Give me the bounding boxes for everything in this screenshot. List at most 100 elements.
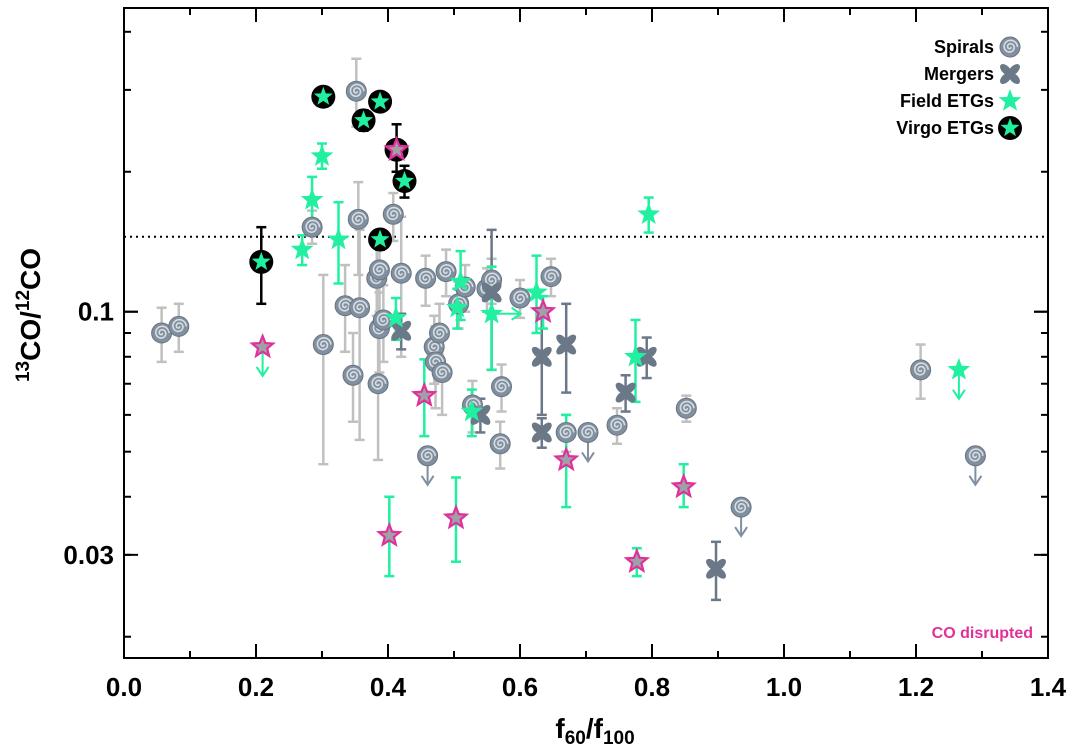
spiral-point: [312, 334, 334, 356]
legend-label: Mergers: [924, 64, 994, 84]
spiral-point: [730, 496, 752, 518]
spiral-point-error-bar: [318, 273, 329, 466]
spiral-arm: [316, 336, 332, 351]
spiral-arm: [913, 362, 930, 376]
spiral-arm: [559, 424, 575, 439]
spiral-point: [301, 216, 323, 238]
spiral-arm: [154, 325, 171, 339]
spiral-arm: [439, 264, 455, 278]
spiral-point: [577, 421, 599, 443]
virgo-etg-point: [311, 84, 336, 109]
limit-arrow-head: [734, 526, 748, 538]
co-disrupted-point: [670, 472, 697, 499]
virgo-etg-point: [249, 249, 274, 274]
limit-arrow-head: [968, 475, 983, 487]
virgo-star: [313, 86, 333, 105]
virgo-star: [394, 171, 415, 190]
merger-point: [531, 346, 552, 367]
spiral-arm: [513, 290, 529, 304]
series-spirals: [151, 80, 986, 518]
legend-label: Field ETGs: [900, 91, 994, 111]
spiral-arm: [386, 206, 402, 221]
spiral-arm: [346, 367, 362, 382]
spiral-point: [428, 322, 450, 344]
spiral-point: [555, 421, 577, 443]
field-etg-point: [300, 187, 324, 210]
legend-label: Virgo ETGs: [896, 118, 994, 138]
spiral-point: [168, 315, 190, 337]
spiral-arm: [349, 83, 365, 98]
merger-core: [477, 412, 483, 418]
limit-arrow-head: [511, 306, 523, 321]
spiral-arm: [435, 364, 451, 379]
spiral-arm: [338, 298, 354, 312]
merger-point: [706, 558, 726, 579]
merger-core: [644, 354, 650, 360]
legend-label: Spirals: [934, 37, 994, 57]
error-bars-layer: [156, 57, 983, 602]
spiral-point: [491, 376, 513, 398]
spiral-arm: [484, 272, 501, 286]
spiral-point: [489, 433, 511, 455]
co-disrupted-annotation: CO disrupted: [932, 625, 1033, 642]
co-disrupted-point: [552, 445, 580, 472]
spiral-arm: [679, 400, 695, 415]
limit-arrow-head: [420, 475, 435, 487]
spiral-point-error-bar: [354, 228, 365, 442]
merger-core: [539, 354, 545, 360]
spiral-point: [367, 373, 389, 395]
markers-layer: [151, 80, 986, 579]
spiral-point: [390, 262, 412, 284]
co-disrupted-point: [383, 135, 410, 162]
spiral-point: [415, 267, 437, 289]
spiral-point: [417, 445, 439, 467]
series-field-etgs: [251, 144, 971, 422]
spiral-arm: [494, 379, 510, 393]
field-etg-point: [480, 301, 504, 324]
virgo-star: [370, 229, 390, 248]
limit-arrow-head: [581, 451, 595, 464]
legend: Spirals Mergers Field ETGs Virgo ETGs: [896, 36, 1022, 140]
spiral-point: [342, 364, 364, 386]
spiral-arm: [432, 325, 448, 339]
spiral-arm: [581, 424, 597, 439]
co-disrupted-point: [442, 504, 470, 530]
spiral-point: [431, 362, 453, 384]
spiral-point: [910, 359, 932, 381]
spiral-point: [540, 266, 562, 288]
co-disrupted-point: [411, 381, 438, 407]
co-disrupted-point: [376, 521, 403, 547]
virgo-etg-point: [392, 169, 417, 194]
spiral-arm: [418, 270, 435, 285]
x-tick-label: 0.2: [238, 672, 274, 702]
spiral-point: [509, 287, 531, 309]
limit-arrow-head: [952, 389, 966, 401]
x-tick-label: 1.0: [766, 672, 802, 702]
spiral-arm: [371, 376, 387, 390]
x-tick-label: 0.8: [634, 672, 670, 702]
spiral-arm: [305, 219, 321, 233]
virgo-star: [251, 251, 271, 270]
spiral-arm: [427, 339, 443, 353]
spiral-point: [345, 80, 367, 102]
virgo-etg-point: [368, 227, 393, 252]
y-tick-label: 0.03: [63, 540, 114, 570]
spiral-point: [349, 297, 371, 319]
virgo-etg-point: [368, 89, 393, 114]
spiral-point-error-bar: [373, 327, 384, 462]
plot-frame-layer: [123, 7, 1049, 659]
spiral-arm: [493, 436, 509, 450]
merger-core: [539, 429, 545, 435]
field-etg-point: [384, 305, 408, 328]
virgo-star-icon: [998, 116, 1022, 140]
merger-point: [531, 422, 552, 443]
merger-core: [713, 566, 719, 572]
merger-point: [556, 334, 577, 355]
merger-core: [623, 390, 629, 396]
spiral-icon: [999, 36, 1021, 58]
merger-core: [563, 342, 569, 348]
virgo-etg-point: [351, 108, 376, 133]
spiral-arm: [968, 448, 984, 462]
spiral-point: [435, 261, 457, 283]
